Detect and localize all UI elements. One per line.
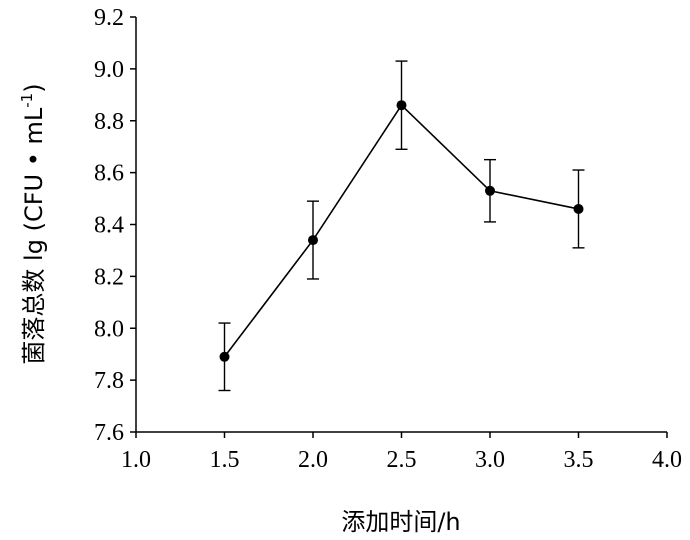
y-tick-label: 7.6 — [94, 420, 124, 446]
data-point — [485, 185, 495, 196]
y-tick-label: 8.2 — [94, 264, 124, 290]
x-tick-label: 2.0 — [298, 447, 328, 473]
y-tick-label: 8.4 — [94, 213, 124, 239]
data-point — [219, 351, 230, 362]
data-point — [573, 203, 584, 214]
y-ticks: 7.6 7.8 8.0 8.2 8.4 8.6 8.8 9.0 9.2 — [94, 5, 136, 446]
y-axis-title: 菌落总数 lg (CFU • mL-1) — [18, 83, 48, 364]
x-tick-label: 1.5 — [210, 447, 240, 473]
y-tick-label: 9.2 — [94, 5, 124, 31]
error-bars — [218, 60, 585, 392]
x-tick-label: 4.0 — [652, 447, 682, 473]
y-tick-label: 9.0 — [94, 57, 124, 83]
data-points — [219, 100, 584, 362]
x-tick-label: 3.0 — [475, 447, 505, 473]
x-tick-label: 3.5 — [564, 447, 594, 473]
y-axis-title-close: ) — [20, 83, 48, 92]
x-axis-title: 添加时间/h — [341, 508, 460, 536]
y-axis-title-superscript: -1 — [18, 93, 36, 108]
data-point — [308, 235, 318, 246]
y-tick-label: 8.8 — [94, 109, 124, 135]
data-point — [396, 100, 407, 111]
x-tick-label: 2.5 — [387, 447, 417, 473]
x-ticks: 1.0 1.5 2.0 2.5 3.0 3.5 4.0 — [121, 432, 682, 473]
y-tick-label: 8.6 — [94, 161, 124, 187]
x-tick-label: 1.0 — [121, 447, 151, 473]
y-axis-title-main: 菌落总数 lg (CFU • mL — [20, 107, 48, 364]
y-tick-label: 8.0 — [94, 316, 124, 342]
y-tick-label: 7.8 — [94, 368, 124, 394]
